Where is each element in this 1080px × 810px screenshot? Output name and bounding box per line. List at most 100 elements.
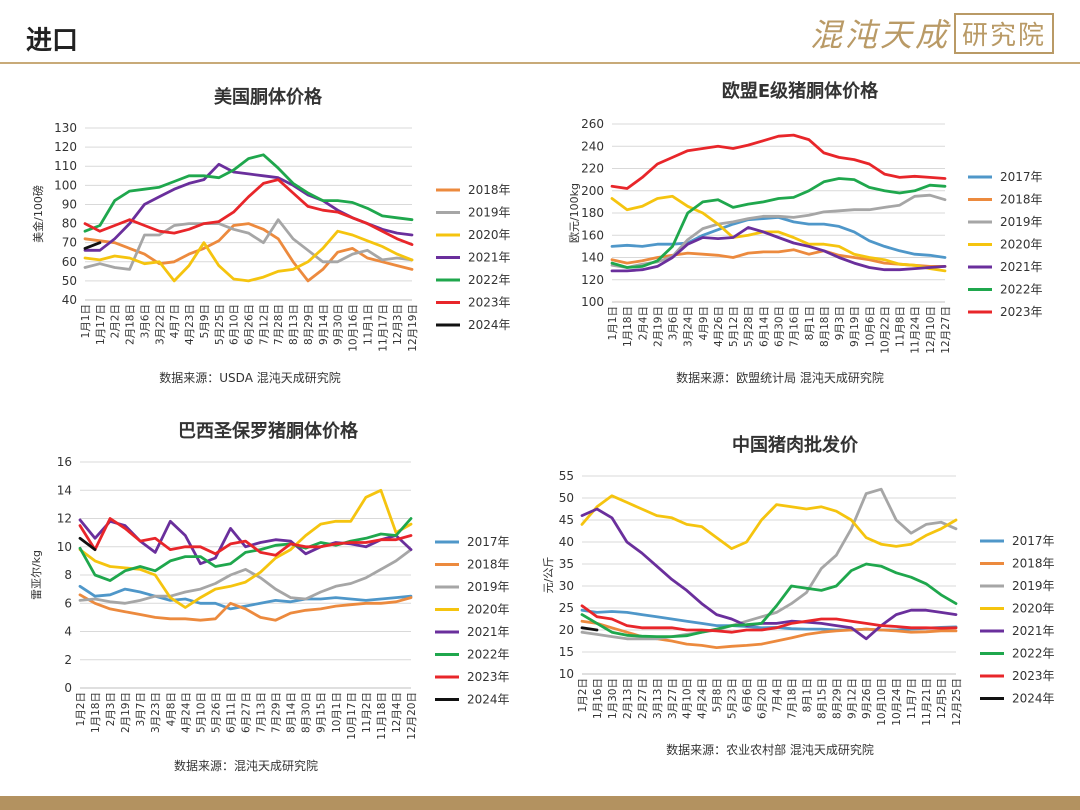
x-tick-label: 11月24日 (910, 306, 922, 354)
y-tick-label: 140 (581, 251, 604, 265)
y-tick-label: 100 (54, 178, 77, 192)
y-tick-label: 120 (581, 273, 604, 287)
x-tick-label: 10月6日 (864, 306, 876, 347)
legend-label: 2024年 (468, 318, 511, 332)
chart-title: 中国猪肉批发价 (732, 434, 859, 456)
series-line (610, 248, 947, 268)
x-tick-label: 3月22日 (154, 304, 166, 345)
x-tick-label: 4月8日 (165, 692, 177, 726)
x-tick-label: 9月3日 (834, 306, 846, 340)
series-line (78, 584, 413, 611)
x-tick-label: 1月18日 (622, 306, 634, 347)
x-tick-label: 12月25日 (951, 678, 963, 726)
chart-4: 中国猪肉批发价 10 15 20 25 30 35 40 45 50 55 元/公斤 1月2日 1月16日… (542, 434, 1055, 757)
legend-label: 2020年 (468, 228, 511, 242)
chart-2: 欧盟E级猪胴体价格 100 120 140 160 180 200 220 240 260 欧元/1… (568, 80, 1043, 385)
y-tick-label: 50 (559, 491, 574, 505)
legend-label: 2022年 (468, 273, 511, 287)
series-line (610, 194, 947, 273)
x-tick-label: 5月25日 (214, 304, 226, 345)
y-tick-label: 260 (581, 117, 604, 131)
legend-label: 2019年 (468, 206, 511, 220)
x-tick-label: 11月17日 (377, 304, 389, 352)
y-axis-label: 欧元/100kg (568, 183, 581, 243)
source-note: 数据来源：欧盟统计局 混沌天成研究院 (676, 370, 884, 385)
x-tick-label: 11月2日 (361, 692, 373, 733)
y-tick-label: 2 (64, 653, 72, 667)
x-tick-label: 12月20日 (406, 692, 418, 740)
x-tick-label: 6月10日 (229, 304, 241, 345)
x-tick-label: 2月18日 (125, 304, 137, 345)
y-tick-label: 200 (581, 184, 604, 198)
x-tick-label: 2月19日 (652, 306, 664, 347)
legend-label: 2021年 (1000, 260, 1043, 274)
x-tick-label: 10月10日 (876, 678, 888, 726)
source-note: 数据来源：农业农村部 混沌天成研究院 (666, 742, 874, 757)
x-tick-label: 4月24日 (697, 678, 709, 719)
series-line (580, 626, 599, 632)
series-line (78, 593, 413, 622)
x-tick-label: 8月14日 (286, 692, 298, 733)
x-tick-label: 6月30日 (774, 306, 786, 347)
x-tick-label: 2月2日 (110, 304, 122, 338)
brand-subname: 研究院 (953, 12, 1054, 54)
x-tick-label: 11月7日 (906, 678, 918, 719)
series-line (78, 517, 413, 582)
x-tick-label: 5月12日 (728, 306, 740, 347)
y-tick-label: 35 (559, 557, 574, 571)
series-line (83, 153, 414, 233)
x-tick-label: 5月10日 (195, 692, 207, 733)
x-tick-label: 1月1日 (607, 306, 619, 340)
x-tick-label: 1月2日 (577, 678, 589, 712)
y-axis-label: 雷亚尔/kg (30, 550, 43, 600)
x-tick-label: 8月18日 (819, 306, 831, 347)
x-tick-label: 2月4日 (637, 306, 649, 340)
y-axis-label: 美金/100磅 (31, 185, 45, 243)
x-tick-label: 7月16日 (789, 306, 801, 347)
x-tick-label: 1月18日 (90, 692, 102, 733)
x-tick-label: 10月17日 (346, 692, 358, 740)
x-tick-label: 10月1日 (331, 692, 343, 733)
legend-label: 2017年 (467, 535, 510, 549)
x-tick-label: 10月22日 (879, 306, 891, 354)
x-tick-label: 5月8日 (712, 678, 724, 712)
x-tick-label: 3月6日 (668, 306, 680, 340)
x-tick-label: 11月21日 (921, 678, 933, 726)
legend-label: 2023年 (467, 670, 510, 684)
series-line (83, 178, 414, 246)
x-tick-label: 4月9日 (698, 306, 710, 340)
page-title: 进口 (26, 26, 79, 56)
legend-label: 2018年 (1000, 193, 1043, 207)
legend-label: 2019年 (1012, 579, 1055, 593)
legend-label: 2021年 (467, 625, 510, 639)
series-line (580, 604, 958, 634)
x-tick-label: 4月10日 (682, 678, 694, 719)
legend-label: 2020年 (1012, 602, 1055, 616)
y-tick-label: 90 (62, 197, 77, 211)
x-tick-label: 3月23日 (150, 692, 162, 733)
x-tick-label: 12月19日 (407, 304, 419, 352)
chart-title: 巴西圣保罗猪胴体价格 (178, 420, 359, 442)
x-tick-label: 7月28日 (273, 304, 285, 345)
series-line (580, 619, 958, 649)
x-tick-label: 5月28日 (743, 306, 755, 347)
x-tick-label: 12月10日 (925, 306, 937, 354)
series-line (83, 229, 414, 283)
x-tick-label: 6月20日 (757, 678, 769, 719)
y-tick-label: 60 (62, 255, 77, 269)
x-tick-label: 6月11日 (225, 692, 237, 733)
x-tick-label: 1月30日 (607, 678, 619, 719)
x-tick-label: 2月27日 (637, 678, 649, 719)
y-tick-label: 8 (64, 568, 72, 582)
x-tick-label: 5月26日 (210, 692, 222, 733)
x-tick-label: 7月12日 (258, 304, 270, 345)
legend-label: 2018年 (467, 558, 510, 572)
series-line (580, 494, 958, 550)
y-tick-label: 220 (581, 162, 604, 176)
y-tick-label: 30 (559, 579, 574, 593)
y-tick-label: 55 (559, 469, 574, 483)
series-line (83, 218, 414, 271)
legend-label: 2019年 (467, 580, 510, 594)
x-tick-label: 5月9日 (199, 304, 211, 338)
